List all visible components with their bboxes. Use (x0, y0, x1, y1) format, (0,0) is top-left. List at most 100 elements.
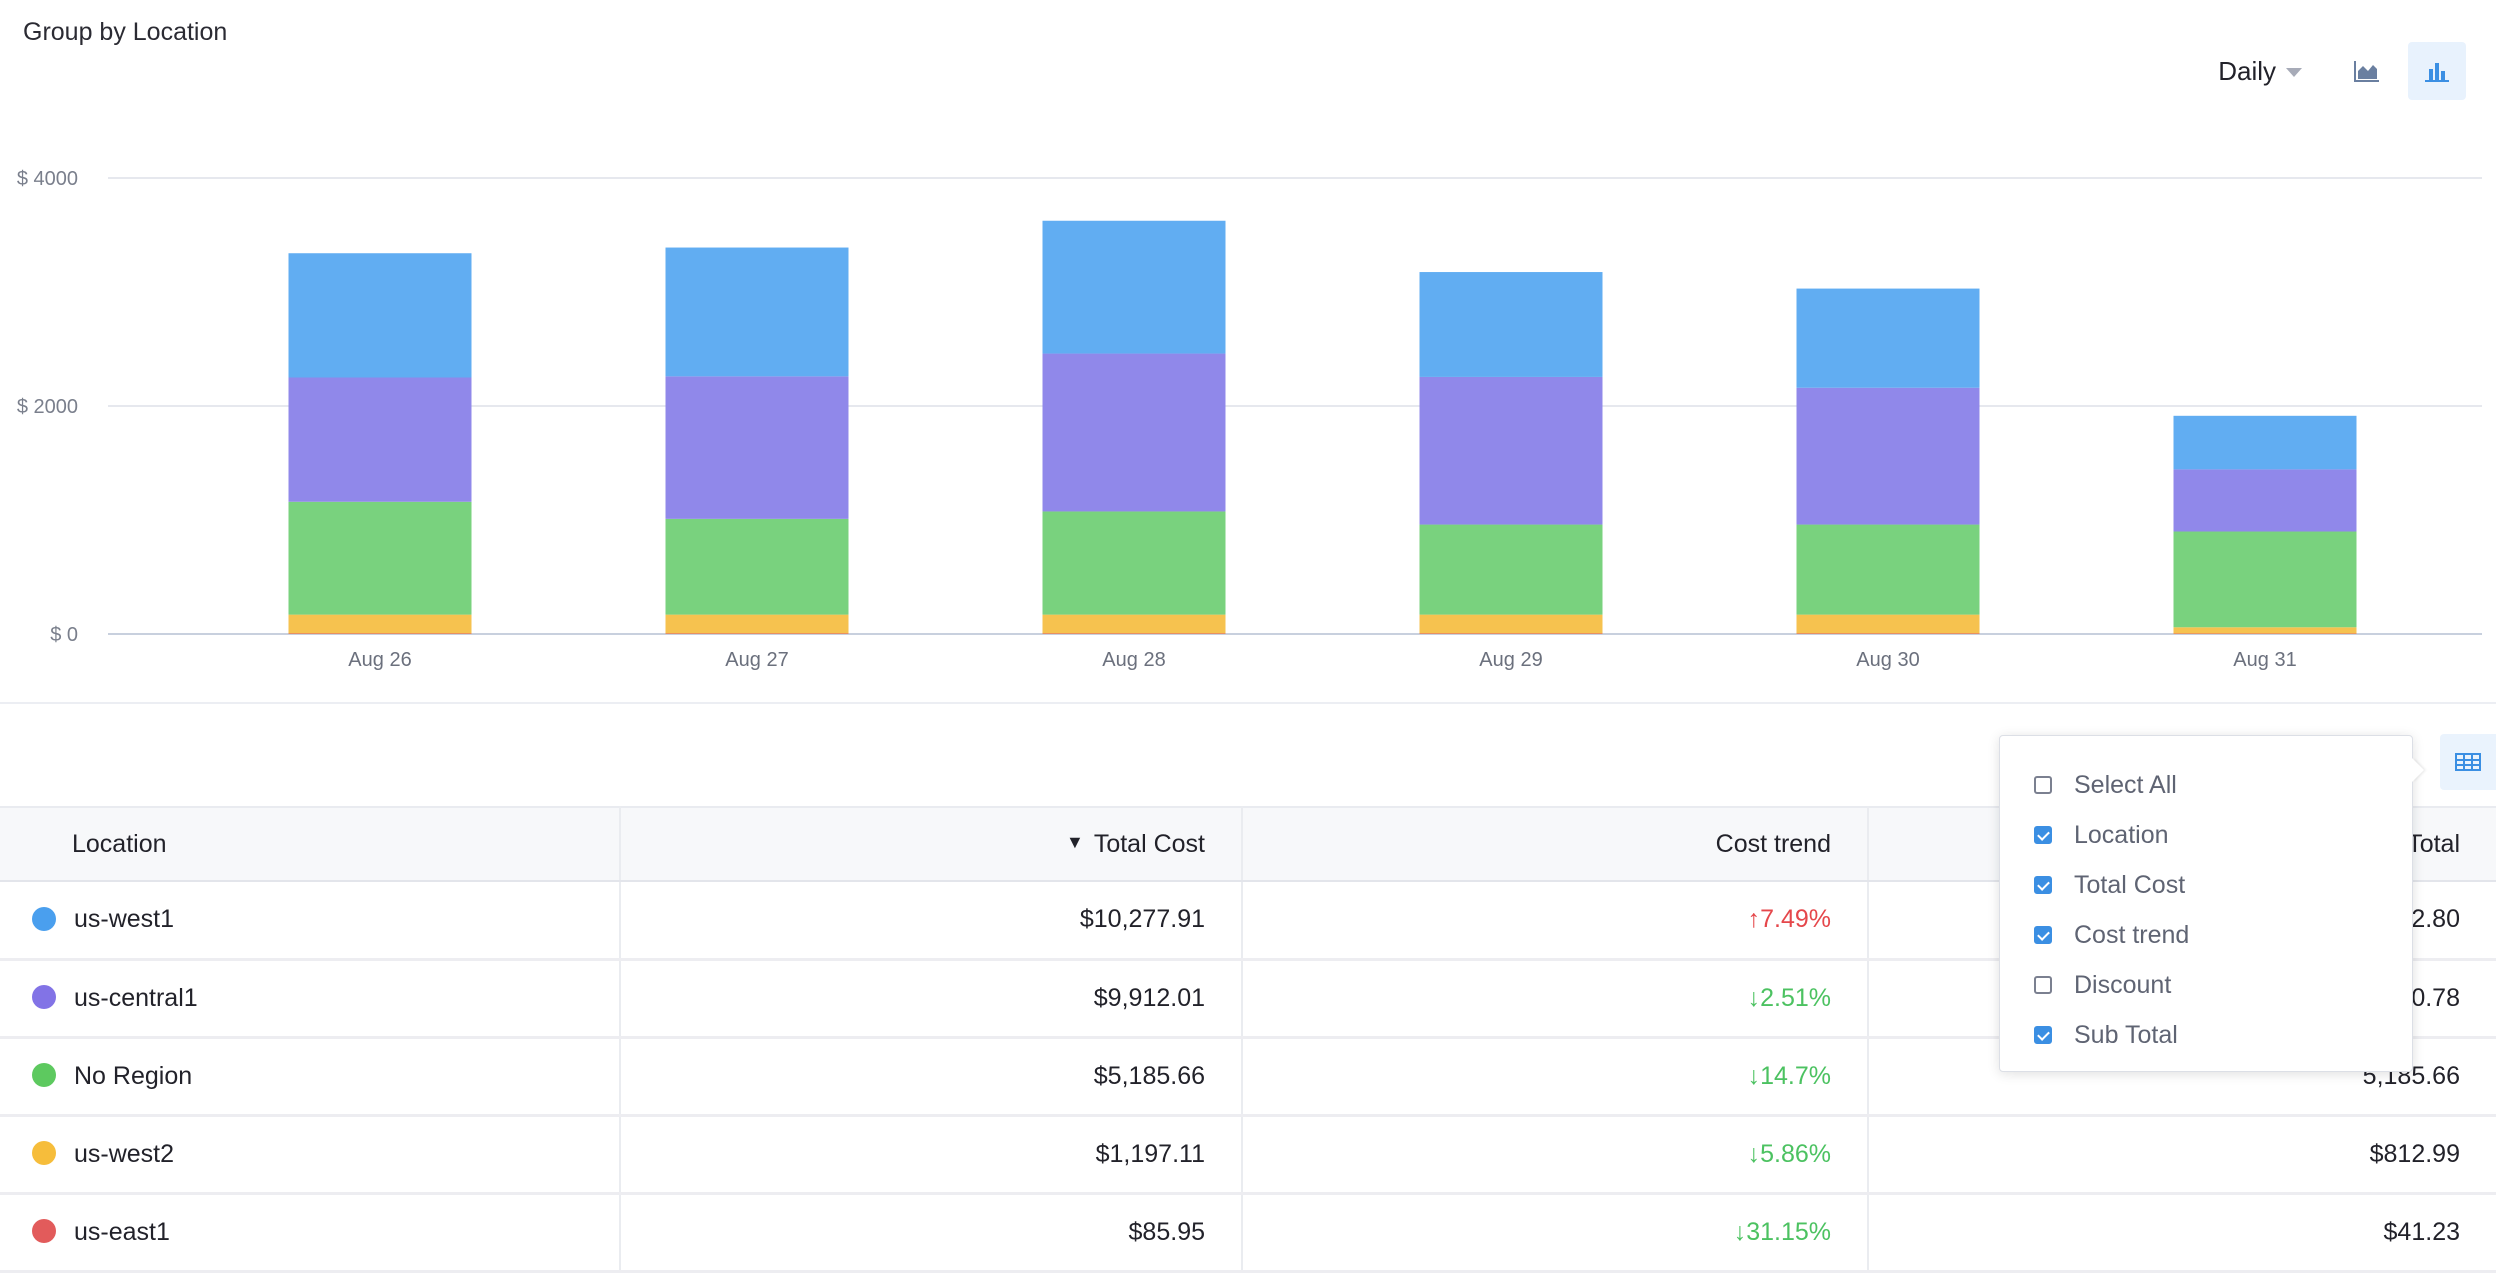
y-tick-label: $ 4000 (17, 168, 78, 190)
total-cost-cell: $9,912.01 (620, 959, 1243, 1039)
bar-segment (1796, 387, 1980, 525)
legend-dot (32, 1062, 56, 1087)
checkbox[interactable] (2034, 776, 2052, 794)
chevron-down-icon (2286, 68, 2302, 77)
section-divider (0, 702, 2496, 704)
location-name: us-central1 (74, 983, 198, 1012)
y-tick-label: $ 2000 (17, 396, 78, 418)
bar-segment (1796, 633, 1980, 634)
column-option-label: Discount (2074, 970, 2172, 999)
x-tick-label: Aug 28 (1102, 649, 1165, 671)
table-row[interactable]: us-west2 $1,197.11 ↓5.86% $812.99 (0, 1115, 2496, 1195)
x-tick-label: Aug 27 (725, 649, 788, 671)
total-cost-cell: $1,197.11 (620, 1115, 1243, 1195)
bar-segment (1796, 524, 1980, 615)
column-option[interactable]: Sub Total (2000, 1010, 2412, 1060)
bar-segment (1042, 220, 1226, 354)
x-tick-label: Aug 31 (2233, 649, 2296, 671)
column-option[interactable]: Discount (2000, 960, 2412, 1010)
bar-segment (1419, 376, 1603, 525)
location-cell: us-east1 (0, 1193, 621, 1273)
location-name: us-west1 (74, 905, 175, 934)
column-option[interactable]: Select All (2000, 760, 2412, 810)
chart-title: Group by Location (23, 18, 228, 46)
column-option[interactable]: Location (2000, 810, 2412, 860)
cost-trend-cell: ↑7.49% (1242, 881, 1869, 961)
total-cost-cell: $5,185.66 (620, 1037, 1243, 1117)
x-tick-label: Aug 30 (1856, 649, 1919, 671)
checkbox[interactable] (2034, 976, 2052, 994)
table-row[interactable]: us-east1 $85.95 ↓31.15% $41.23 (0, 1193, 2496, 1273)
sub-total-cell: $41.23 (1868, 1193, 2496, 1273)
bar-segment (1796, 288, 1980, 388)
bar-segment (1042, 633, 1226, 634)
legend-dot (32, 906, 56, 931)
column-option[interactable]: Total Cost (2000, 860, 2412, 910)
bar-segment (665, 633, 849, 634)
cost-trend-cell: ↓14.7% (1242, 1037, 1869, 1117)
bar-chart-button[interactable] (2408, 42, 2466, 100)
bar-segment (1419, 614, 1603, 634)
bar-segment (288, 633, 472, 634)
area-chart-button[interactable] (2338, 42, 2396, 100)
table-columns-icon (2455, 753, 2481, 771)
interval-dropdown[interactable]: Daily (2218, 56, 2302, 87)
location-name: us-east1 (74, 1217, 170, 1246)
column-header-cost-trend[interactable]: Cost trend (1242, 806, 1869, 882)
column-option-label: Cost trend (2074, 920, 2190, 949)
total-cost-cell: $10,277.91 (620, 881, 1243, 961)
bar-segment (665, 247, 849, 377)
column-option-label: Total Cost (2074, 870, 2186, 899)
bar-segment (1796, 614, 1980, 634)
bar-segment (665, 518, 849, 615)
column-header-total-cost-label: Total Cost (1093, 829, 1205, 858)
bar-segment (665, 376, 849, 519)
bar-segment (1419, 633, 1603, 634)
sort-desc-icon: ▼ (1066, 831, 1084, 852)
column-header-location[interactable]: Location (0, 806, 621, 882)
column-option[interactable]: Cost trend (2000, 910, 2412, 960)
bar-segment (288, 501, 472, 615)
stacked-bar-chart: $ 0 $ 2000 $ 4000 Aug 26 Aug 27 Aug 28 Aug 29 A… (0, 150, 2496, 690)
x-tick-label: Aug 26 (348, 649, 411, 671)
checkbox[interactable] (2034, 1026, 2052, 1044)
column-option-label: Location (2074, 820, 2169, 849)
bar-segment (1419, 272, 1603, 377)
column-picker-button[interactable] (2440, 734, 2496, 790)
column-header-total-cost[interactable]: ▼ Total Cost (620, 806, 1243, 882)
cost-trend-cell: ↓2.51% (1242, 959, 1869, 1039)
column-picker-popover: Select All Location Total Cost Cost trend Di… (1999, 735, 2413, 1072)
bar-segment (2173, 415, 2357, 470)
cost-trend-cell: ↓5.86% (1242, 1115, 1869, 1195)
y-tick-label: $ 0 (50, 624, 78, 646)
bar-segment (2173, 531, 2357, 628)
legend-dot (32, 1218, 56, 1243)
bar-segment (288, 614, 472, 634)
checkbox[interactable] (2034, 826, 2052, 844)
location-cell: us-central1 (0, 959, 621, 1039)
bar-segment (1042, 353, 1226, 512)
bar-segment (665, 614, 849, 634)
bar-segment (1419, 524, 1603, 615)
bar-segment (1042, 511, 1226, 615)
cost-trend-cell: ↓31.15% (1242, 1193, 1869, 1273)
location-cell: No Region (0, 1037, 621, 1117)
checkbox[interactable] (2034, 876, 2052, 894)
bar-segment (1042, 614, 1226, 634)
checkbox[interactable] (2034, 926, 2052, 944)
table-row[interactable]: us-central1 $9,912.01 ↓2.51% 0.78 (0, 959, 2496, 1039)
total-cost-cell: $85.95 (620, 1193, 1243, 1273)
chart-toolbar: Daily (2218, 42, 2466, 100)
bar-segment (288, 253, 472, 378)
column-option-label: Select All (2074, 770, 2177, 799)
area-chart-icon (2354, 61, 2379, 82)
bar-segment (288, 377, 472, 502)
legend-dot (32, 984, 56, 1009)
interval-dropdown-label: Daily (2218, 55, 2276, 86)
column-option-label: Sub Total (2074, 1020, 2178, 1049)
location-name: us-west2 (74, 1139, 175, 1168)
location-cell: us-west1 (0, 881, 621, 961)
x-tick-label: Aug 29 (1479, 649, 1542, 671)
bar-segment (2173, 627, 2357, 634)
legend-dot (32, 1140, 56, 1165)
